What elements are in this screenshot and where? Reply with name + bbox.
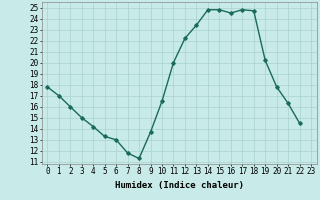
X-axis label: Humidex (Indice chaleur): Humidex (Indice chaleur) — [115, 181, 244, 190]
